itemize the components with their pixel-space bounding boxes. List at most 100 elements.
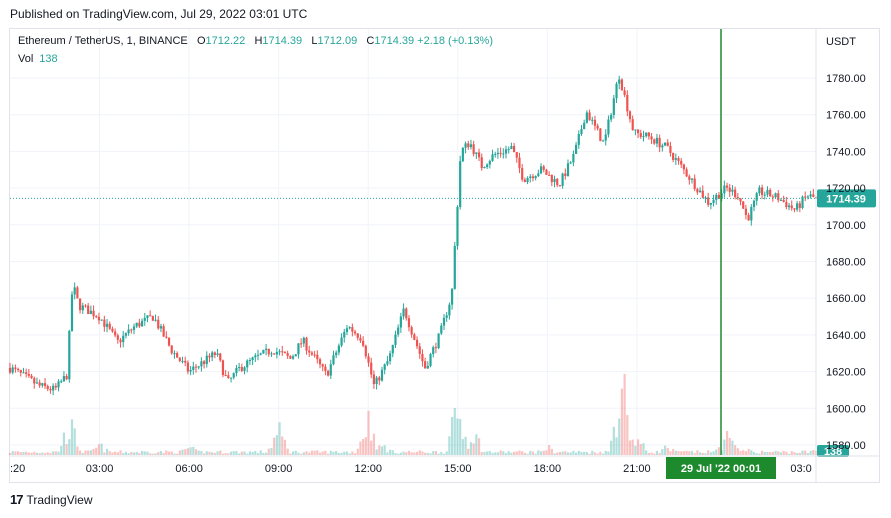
volume-bar	[782, 450, 785, 455]
candle-body	[798, 203, 801, 208]
candle	[235, 364, 238, 377]
candle	[388, 350, 392, 365]
candle-body	[696, 188, 699, 193]
candle	[240, 363, 243, 373]
volume-bar	[494, 452, 497, 455]
candle	[186, 360, 190, 375]
candle-body	[669, 145, 672, 154]
candle-body	[785, 201, 788, 208]
candle	[243, 366, 246, 375]
candle	[386, 355, 389, 367]
candle-body	[502, 153, 505, 155]
volume-bar	[739, 450, 742, 455]
candle	[353, 329, 357, 336]
candle	[642, 130, 645, 142]
volume-bar	[122, 453, 125, 455]
volume-bar	[227, 453, 230, 455]
volume-bar	[402, 451, 405, 455]
candle-body	[585, 112, 588, 123]
candle-body	[343, 331, 346, 338]
volume-bar	[448, 436, 451, 455]
candle-body	[429, 354, 432, 366]
candle	[499, 147, 502, 158]
candle	[270, 351, 273, 357]
candle	[41, 382, 44, 388]
volume-bar	[736, 448, 739, 455]
candle	[588, 109, 591, 121]
volume-bar	[386, 452, 389, 455]
candle-body	[194, 366, 198, 368]
candle-body	[227, 375, 230, 378]
volume-bar	[130, 451, 133, 455]
candle	[300, 338, 303, 348]
candle	[52, 383, 55, 396]
candle-body	[176, 353, 179, 358]
candle-body	[591, 119, 594, 121]
candle	[537, 169, 540, 178]
candle-body	[688, 176, 691, 180]
tradingview-footer[interactable]: 17 TradingView	[10, 492, 93, 507]
candle	[685, 167, 688, 178]
candle	[176, 351, 179, 358]
candle-body	[54, 385, 57, 388]
candle	[246, 359, 249, 373]
candle	[666, 139, 669, 147]
candle-body	[615, 83, 618, 99]
candle	[645, 132, 648, 138]
candle-body	[43, 383, 47, 387]
candle	[81, 302, 84, 314]
candle-body	[65, 376, 68, 380]
y-tick-label: 1780.00	[826, 73, 866, 85]
candle-body	[777, 193, 780, 201]
volume-bar	[100, 443, 103, 455]
candle	[486, 163, 489, 169]
candle-body	[278, 351, 281, 353]
volume-bar	[459, 419, 462, 455]
volume-bar	[60, 445, 63, 455]
candle-body	[723, 185, 726, 194]
candle	[405, 307, 408, 321]
volume-bar	[712, 451, 715, 455]
candle	[178, 357, 181, 363]
candle-body	[804, 196, 807, 198]
candle	[221, 359, 225, 378]
candle-body	[151, 316, 154, 321]
candle-body	[105, 323, 109, 327]
x-tick-label: 21:00	[623, 463, 651, 475]
volume-bar	[566, 452, 570, 455]
candle	[43, 378, 47, 389]
candle	[760, 184, 764, 200]
candle	[461, 147, 464, 163]
y-tick-label: 1580.00	[826, 440, 866, 452]
chart-frame[interactable]	[9, 28, 880, 483]
candle	[580, 124, 583, 136]
volume-bar	[407, 450, 411, 455]
volume-bar	[159, 451, 163, 455]
candle	[634, 129, 637, 136]
candle-body	[674, 158, 677, 160]
volume-bar	[362, 438, 365, 455]
volume-bar	[642, 443, 645, 455]
candle-body	[219, 353, 222, 361]
candle-body	[725, 185, 729, 188]
volume-bar	[200, 450, 203, 455]
candle	[356, 333, 359, 341]
volume-bar	[259, 450, 262, 455]
axes: 1780.00 1760.00 1740.00 1720.00 1700.00 1680.…	[10, 29, 879, 482]
candle	[264, 343, 268, 356]
volume-bar	[734, 445, 737, 455]
volume-bar	[615, 437, 618, 455]
volume-bar	[574, 452, 578, 455]
candle	[143, 312, 146, 326]
candle	[510, 142, 513, 150]
volume-bar	[467, 448, 470, 455]
candle-body	[610, 114, 613, 120]
candle	[445, 311, 448, 322]
candle	[607, 115, 610, 138]
candle-body	[38, 382, 41, 386]
close-value: 1714.39	[374, 35, 415, 47]
candle-body	[445, 315, 448, 318]
volume-bar	[526, 453, 529, 455]
candle-body	[418, 346, 421, 354]
